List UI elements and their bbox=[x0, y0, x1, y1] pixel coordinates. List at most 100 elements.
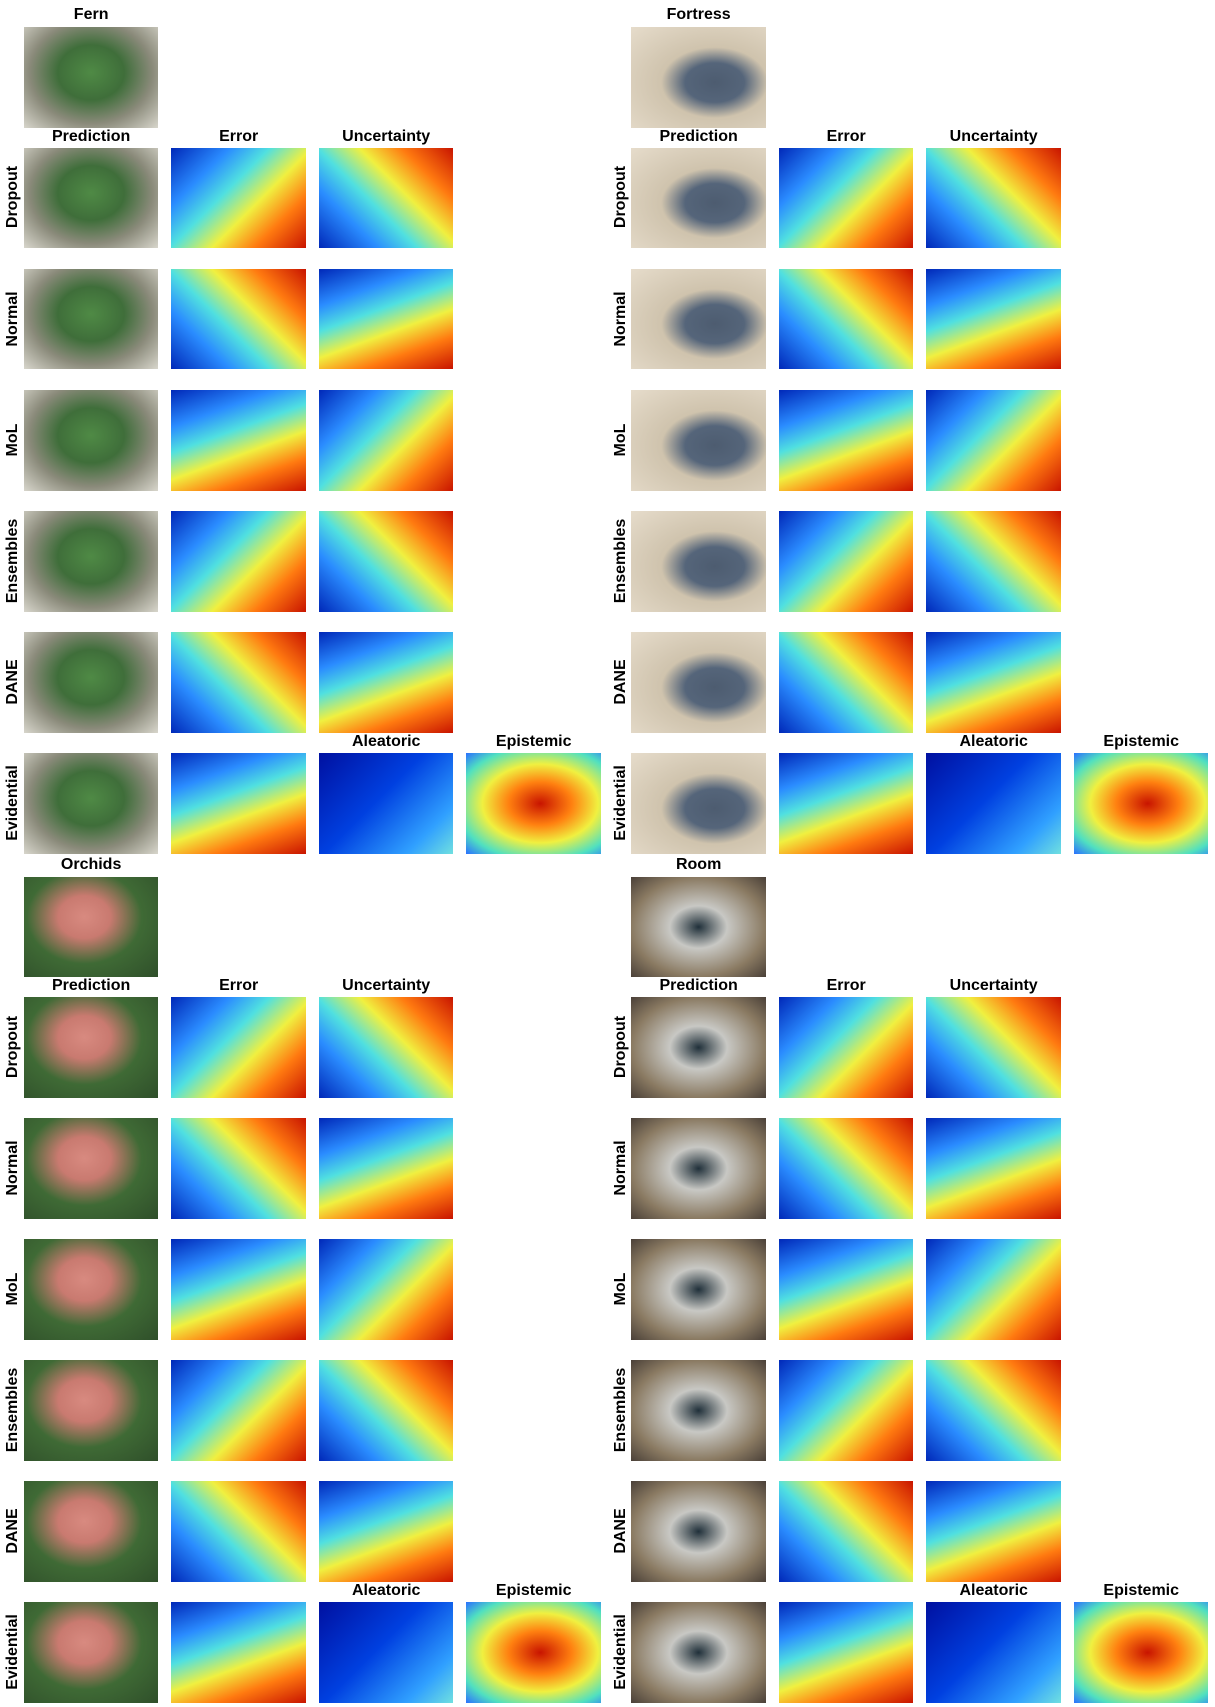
uncertainty-map bbox=[319, 511, 454, 612]
reference-image bbox=[24, 877, 159, 978]
error-map bbox=[779, 632, 914, 733]
error-map bbox=[171, 148, 306, 249]
column-header: Aleatoric bbox=[959, 733, 1027, 751]
panel-title: Fortress bbox=[667, 6, 731, 24]
row-label: Evidential bbox=[612, 1614, 630, 1690]
column-header: Uncertainty bbox=[950, 977, 1038, 995]
uncertainty-map bbox=[319, 997, 454, 1098]
column-header: Uncertainty bbox=[342, 128, 430, 146]
row-label: DANE bbox=[612, 659, 630, 704]
prediction-image bbox=[631, 390, 766, 491]
error-map bbox=[171, 997, 306, 1098]
prediction-image bbox=[24, 1602, 159, 1703]
uncertainty-map bbox=[926, 1360, 1061, 1461]
error-map bbox=[171, 1360, 306, 1461]
uncertainty-map bbox=[926, 390, 1061, 491]
error-map bbox=[779, 1118, 914, 1219]
prediction-image bbox=[24, 390, 159, 491]
epistemic-map bbox=[466, 753, 601, 854]
row-label: Dropout bbox=[612, 166, 630, 228]
uncertainty-map bbox=[319, 148, 454, 249]
prediction-image bbox=[24, 1481, 159, 1582]
row-label: MoL bbox=[612, 423, 630, 456]
prediction-image bbox=[24, 1360, 159, 1461]
prediction-image bbox=[631, 1481, 766, 1582]
error-map bbox=[779, 1602, 914, 1703]
error-map bbox=[779, 1481, 914, 1582]
prediction-image bbox=[631, 1602, 766, 1703]
uncertainty-map bbox=[926, 269, 1061, 370]
reference-image bbox=[24, 27, 159, 128]
column-header: Epistemic bbox=[496, 1582, 572, 1600]
column-header: Epistemic bbox=[1103, 1582, 1179, 1600]
uncertainty-map bbox=[319, 1118, 454, 1219]
column-header: Aleatoric bbox=[352, 733, 420, 751]
error-map bbox=[171, 632, 306, 733]
row-label: Ensembles bbox=[612, 1368, 630, 1452]
prediction-image bbox=[24, 148, 159, 249]
prediction-image bbox=[631, 632, 766, 733]
row-label: Normal bbox=[4, 1140, 22, 1195]
row-label: MoL bbox=[4, 423, 22, 456]
error-map bbox=[779, 1360, 914, 1461]
column-header: Epistemic bbox=[1103, 733, 1179, 751]
error-map bbox=[171, 511, 306, 612]
error-map bbox=[779, 148, 914, 249]
row-label: Evidential bbox=[612, 765, 630, 841]
row-label: Ensembles bbox=[612, 518, 630, 602]
error-map bbox=[171, 1481, 306, 1582]
prediction-image bbox=[24, 269, 159, 370]
column-header: Error bbox=[219, 128, 258, 146]
prediction-image bbox=[631, 1360, 766, 1461]
uncertainty-map bbox=[926, 1481, 1061, 1582]
row-label: Normal bbox=[4, 291, 22, 346]
uncertainty-map bbox=[319, 1481, 454, 1582]
uncertainty-map bbox=[319, 1360, 454, 1461]
column-header: Prediction bbox=[52, 977, 130, 995]
uncertainty-map bbox=[926, 1239, 1061, 1340]
row-label: Evidential bbox=[4, 765, 22, 841]
row-label: Normal bbox=[612, 1140, 630, 1195]
error-map bbox=[171, 1239, 306, 1340]
error-map bbox=[171, 390, 306, 491]
reference-image bbox=[631, 27, 766, 128]
prediction-image bbox=[24, 997, 159, 1098]
row-label: Dropout bbox=[612, 1016, 630, 1078]
uncertainty-map bbox=[926, 1118, 1061, 1219]
column-header: Prediction bbox=[52, 128, 130, 146]
prediction-image bbox=[631, 1239, 766, 1340]
aleatoric-map bbox=[926, 1602, 1061, 1703]
prediction-image bbox=[631, 997, 766, 1098]
aleatoric-map bbox=[319, 753, 454, 854]
panel-title: Fern bbox=[74, 6, 109, 24]
error-map bbox=[779, 269, 914, 370]
prediction-image bbox=[631, 511, 766, 612]
column-header: Uncertainty bbox=[342, 977, 430, 995]
reference-image bbox=[631, 877, 766, 978]
prediction-image bbox=[631, 1118, 766, 1219]
error-map bbox=[171, 1118, 306, 1219]
row-label: Ensembles bbox=[4, 1368, 22, 1452]
column-header: Aleatoric bbox=[352, 1582, 420, 1600]
prediction-image bbox=[24, 1239, 159, 1340]
column-header: Prediction bbox=[660, 128, 738, 146]
prediction-image bbox=[631, 148, 766, 249]
prediction-image bbox=[631, 269, 766, 370]
row-label: Normal bbox=[612, 291, 630, 346]
row-label: Dropout bbox=[4, 166, 22, 228]
column-header: Uncertainty bbox=[950, 128, 1038, 146]
aleatoric-map bbox=[926, 753, 1061, 854]
row-label: DANE bbox=[4, 1508, 22, 1553]
uncertainty-map bbox=[926, 632, 1061, 733]
uncertainty-map bbox=[319, 632, 454, 733]
error-map bbox=[171, 753, 306, 854]
uncertainty-map bbox=[319, 1239, 454, 1340]
error-map bbox=[779, 390, 914, 491]
error-map bbox=[779, 997, 914, 1098]
uncertainty-map bbox=[926, 511, 1061, 612]
epistemic-map bbox=[1074, 753, 1209, 854]
prediction-image bbox=[24, 1118, 159, 1219]
row-label: DANE bbox=[4, 659, 22, 704]
column-header: Epistemic bbox=[496, 733, 572, 751]
prediction-image bbox=[24, 753, 159, 854]
